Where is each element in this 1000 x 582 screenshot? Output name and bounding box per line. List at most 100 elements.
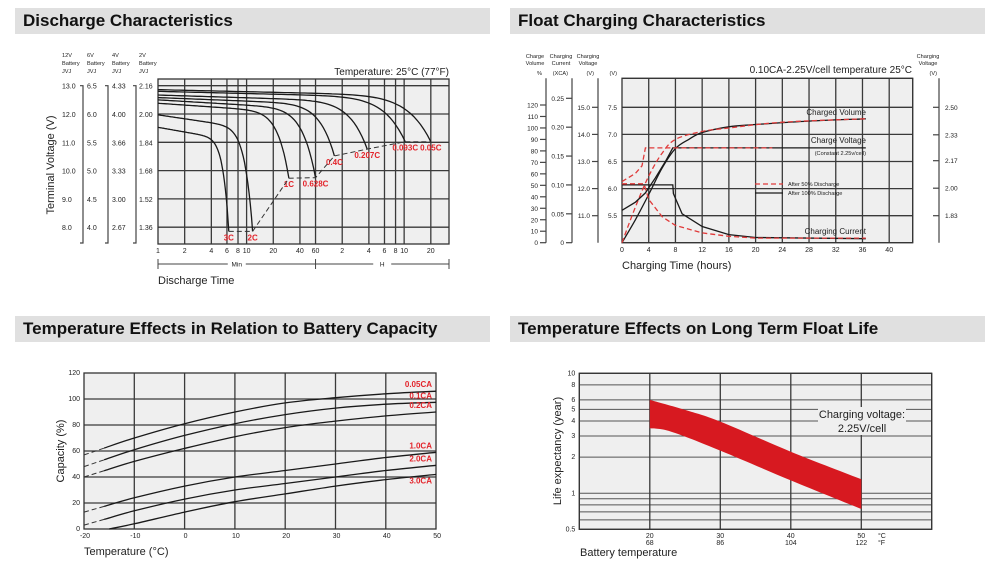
y-tick-label: 1.68 (139, 169, 153, 176)
y-tick-label: 0.10 (551, 182, 564, 189)
curve-label: 0.1CA (409, 391, 432, 400)
y-axis-header: Charging (577, 54, 600, 60)
charging-current-label: Charging Current (805, 227, 867, 236)
curve-label: 0.4C (326, 158, 343, 167)
x-tick-label: 2 (183, 248, 187, 255)
y-tick-label: 6.0 (87, 112, 97, 119)
y-axis-header: Battery (139, 61, 157, 67)
x-tick-label: 4 (209, 248, 213, 255)
y-tick-label: 30 (531, 206, 539, 213)
charge-voltage-label: Charge Voltage (811, 136, 867, 145)
y-axis-label: Life expectancy (year) (552, 397, 564, 505)
charging-curve (621, 118, 866, 243)
y-tick-label: 100 (527, 125, 538, 132)
charging-voltage-note: Charging voltage: (819, 409, 905, 421)
plot-border (578, 372, 933, 530)
right-tick-label: 2.17 (945, 158, 958, 165)
y-tick-label: 20 (531, 217, 539, 224)
curve-label: 0.093C (392, 144, 418, 153)
y-tick-label: 70 (531, 160, 539, 167)
y-tick-label: 11.0 (578, 213, 591, 220)
discharge-curve (157, 114, 254, 232)
y-axis-bracket (80, 85, 84, 244)
discharge-chart: 1 2 4 6 8 10 20 40 60 2 4 6 8 10 2012VBatteryJVJ13.012… (45, 53, 450, 287)
y-tick-label: 13.0 (62, 84, 76, 91)
panel-header-discharge: Discharge Characteristics (15, 8, 490, 34)
y-tick-label: 40 (531, 194, 539, 201)
x-tick-label: 16 (725, 247, 733, 254)
y-tick-label: 11.0 (62, 140, 75, 147)
y-axis-label: Terminal Voltage (V) (45, 115, 57, 214)
annotation-bg (818, 407, 906, 435)
plot-area (157, 78, 450, 245)
temperature-capacity-chart: -20 -10 0 10 20 30 40 50 0 20 40 60 80 100 120 0.05CA 0.… (55, 370, 441, 558)
extrapolated-segment (83, 459, 105, 468)
y-axis-unit: (V) (610, 71, 618, 77)
x-axis-label: Temperature (°C) (84, 546, 168, 558)
x-tick-label-fahrenheit: 122 (855, 540, 867, 547)
x-tick-label: 4 (647, 247, 651, 254)
curve-label: 0.05C (420, 144, 442, 153)
capacity-curve (103, 451, 437, 508)
time-range-label: Min (232, 262, 243, 269)
legend-label: After 100% Discharge (788, 191, 842, 197)
x-tick-label: 40 (383, 533, 391, 540)
y-axis-header: Voltage (579, 61, 598, 67)
y-axis-header: JVJ (87, 69, 97, 75)
y-tick-label: 100 (68, 396, 80, 403)
y-tick-label: 10.0 (62, 169, 76, 176)
capacity-curve (103, 401, 437, 461)
y-tick-label: 3 (571, 433, 575, 440)
x-tick-label-celsius: 30 (716, 533, 724, 540)
y-axis-header: 12V (62, 53, 72, 59)
y-tick-label: 0 (76, 526, 80, 533)
curve-label: 1.0CA (409, 441, 432, 450)
x-tick-label: 6 (225, 248, 229, 255)
y-tick-label: 1.36 (139, 225, 153, 232)
x-tick-label: 0 (620, 247, 624, 254)
x-tick-label: 60 (312, 248, 320, 255)
discharge-curve (157, 126, 230, 232)
y-axis-header: JVJ (62, 69, 72, 75)
charging-curve (622, 184, 866, 240)
y-tick-label: 80 (72, 422, 80, 429)
discharge-curve (157, 96, 336, 157)
y-tick-label: 0.05 (551, 211, 564, 218)
x-axis-label: Battery temperature (580, 547, 677, 559)
y-tick-label: 7.0 (608, 132, 617, 139)
y-axis-header: Charging (550, 54, 573, 60)
y-tick-label: 1.52 (139, 197, 153, 204)
x-tick-label: 10 (232, 533, 240, 540)
x-tick-label: 28 (805, 247, 813, 254)
y-tick-label: 5.5 (87, 140, 97, 147)
y-tick-label: 14.0 (577, 132, 590, 139)
right-tick-label: 2.33 (945, 132, 958, 139)
x-tick-label: 8 (673, 247, 677, 254)
plot-border (621, 77, 914, 244)
y-axis-header: 2V (139, 53, 146, 59)
plot-border (157, 78, 450, 245)
y-axis-header: JVJ (139, 69, 149, 75)
right-axis-header: Voltage (919, 61, 938, 67)
x-tick-label: 30 (333, 533, 341, 540)
plot-border (83, 372, 437, 530)
y-tick-label: 50 (531, 183, 539, 190)
curve-label: 0.207C (354, 151, 380, 160)
x-tick-label: 40 (296, 248, 304, 255)
x-axis-label: Charging Time (hours) (622, 260, 731, 272)
right-tick-label: 2.50 (945, 105, 958, 112)
y-tick-label: 0.20 (551, 125, 564, 132)
extrapolated-segment (83, 505, 105, 513)
range-label-bg (373, 260, 392, 268)
y-tick-label: 20 (72, 500, 80, 507)
x-tick-label: 10 (400, 248, 408, 255)
x-tick-label-celsius: 40 (787, 533, 795, 540)
y-tick-label: 0 (560, 240, 564, 247)
x-tick-label-fahrenheit: 86 (716, 540, 724, 547)
y-tick-label: 5.0 (87, 169, 97, 176)
y-tick-label: 10 (568, 370, 576, 377)
y-tick-label: 12.0 (62, 112, 76, 119)
curve-label: 0.2CA (409, 401, 432, 410)
y-axis-header: Volume (526, 61, 545, 67)
